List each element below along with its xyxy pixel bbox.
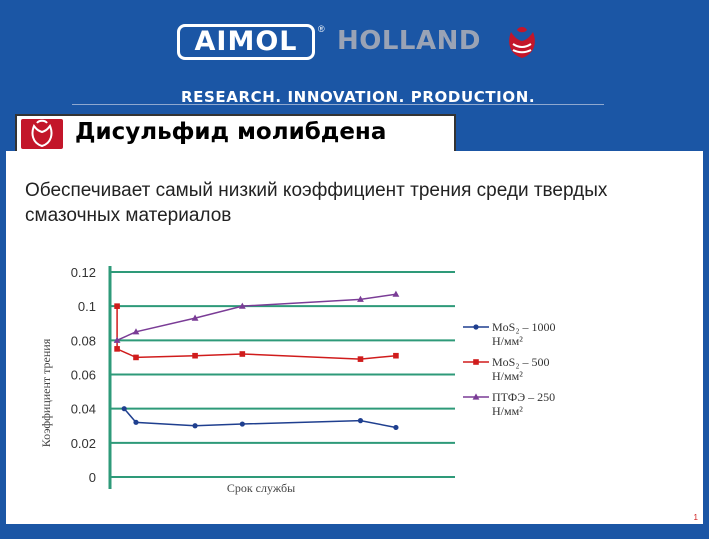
y-tick-label: 0.1 bbox=[78, 299, 96, 314]
data-point bbox=[192, 423, 198, 429]
data-point bbox=[132, 328, 140, 335]
tulip-logo-icon bbox=[509, 27, 535, 58]
slide-content: Обеспечивает самый низкий коэффициент тр… bbox=[6, 151, 703, 524]
legend-marker bbox=[473, 359, 479, 365]
data-point bbox=[239, 421, 245, 427]
series-line bbox=[116, 293, 397, 342]
legend-unit: Н/мм² bbox=[492, 404, 523, 418]
legend-unit: Н/мм² bbox=[492, 334, 523, 348]
series-line bbox=[123, 408, 397, 429]
x-axis-title: Срок службы bbox=[227, 481, 295, 495]
tulip-badge bbox=[21, 119, 63, 149]
aimol-logo: AIMOL bbox=[177, 24, 315, 60]
data-point bbox=[393, 352, 399, 359]
data-point bbox=[238, 302, 246, 309]
y-tick-label: 0.08 bbox=[71, 333, 96, 348]
legend-label: MoS₂ – 500 bbox=[492, 355, 550, 369]
data-point bbox=[357, 418, 364, 424]
data-point bbox=[114, 303, 120, 309]
tulip-icon bbox=[31, 119, 53, 148]
page-title: Дисульфид молибдена bbox=[75, 119, 387, 145]
data-point bbox=[114, 346, 120, 352]
legend-marker bbox=[472, 393, 480, 400]
series-line bbox=[116, 306, 396, 360]
data-point bbox=[133, 354, 139, 361]
page-number: 1 bbox=[693, 513, 698, 522]
y-tick-label: 0.02 bbox=[71, 436, 96, 451]
data-point bbox=[393, 424, 399, 431]
data-point bbox=[192, 352, 198, 359]
legend-label: ПТФЭ – 250 bbox=[492, 390, 555, 404]
data-point bbox=[191, 314, 199, 321]
y-tick-label: 0.04 bbox=[71, 402, 96, 417]
brand-header: AIMOL ® HOLLAND RESEARCH. INNOVATION. PR… bbox=[0, 18, 709, 106]
data-point bbox=[239, 351, 246, 357]
y-tick-label: 0.06 bbox=[71, 368, 96, 383]
data-point bbox=[113, 336, 121, 343]
registered-mark: ® bbox=[318, 24, 325, 34]
y-tick-label: 0 bbox=[89, 470, 96, 485]
legend-marker bbox=[473, 324, 479, 330]
y-tick-label: 0.12 bbox=[71, 265, 96, 280]
legend-label: MoS₂ – 1000 bbox=[492, 320, 556, 334]
slide-subtitle: Обеспечивает самый низкий коэффициент тр… bbox=[25, 180, 608, 226]
data-point bbox=[121, 406, 127, 412]
data-point bbox=[357, 295, 364, 302]
tagline: RESEARCH. INNOVATION. PRODUCTION. bbox=[181, 88, 536, 106]
data-point bbox=[133, 419, 139, 425]
y-axis-title: Коэффициент трения bbox=[39, 338, 53, 447]
legend-unit: Н/мм² bbox=[492, 369, 523, 383]
data-point bbox=[392, 290, 400, 297]
slide-title-box: Дисульфид молибдена bbox=[15, 114, 456, 154]
divider bbox=[72, 104, 604, 105]
data-point bbox=[357, 356, 364, 362]
friction-chart: 0 0.02 0.04 0.06 0.08 0.1 0.12 Коэффициент трен… bbox=[39, 265, 556, 495]
holland-logo-text: HOLLAND bbox=[337, 26, 481, 56]
